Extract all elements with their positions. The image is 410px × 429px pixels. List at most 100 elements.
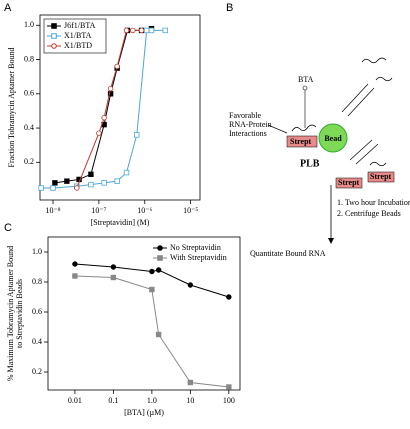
y-tick-label: 0.6 [32,307,42,316]
diagram-text: Favorable [229,111,261,120]
y-tick-label: 0.8 [24,54,34,63]
strept-box [286,135,318,148]
legend-marker [51,23,57,29]
diagram: Favorable RNA-Protein Interactions BTA S… [229,57,410,258]
rna [369,161,387,167]
y-tick-label: 0.4 [24,123,34,132]
legend-label: J6f1/BTA [64,21,96,30]
legend-marker [51,33,57,39]
y-tick-label: 1.0 [32,247,42,256]
x-tick-label: 10⁻⁸ [46,206,61,215]
series-line [76,29,142,189]
diagram-text: Strept [290,137,312,146]
marker [50,185,56,191]
marker [155,331,162,338]
diagram-text: RNA-Protein [229,120,272,129]
marker [114,63,120,70]
diagram-text: BTA [298,75,314,84]
marker [110,264,117,270]
x-tick-label: 0.01 [68,396,82,405]
diagram-text: Strept [338,178,360,187]
marker [101,180,107,186]
marker [107,85,114,92]
diagram-text: 1. Two hour Incubation [337,198,410,207]
series-line [74,275,229,388]
marker [114,178,120,184]
marker [134,132,140,138]
arrow [349,139,373,161]
plot-frame [39,14,201,201]
marker [74,185,80,191]
marker [149,268,155,275]
marker [101,115,107,121]
x-tick-label: 0.1 [108,396,118,405]
marker [187,379,194,386]
marker [226,384,232,390]
marker [107,91,114,97]
legend-label: With Streptavidin [170,253,227,262]
marker [130,27,136,34]
diagram-text: Interactions [229,129,267,138]
arrow-head [328,238,334,244]
strept-box [367,171,395,183]
y-axis-label: Fraction Tobramycin Aptamer Bound [7,48,16,168]
marker [155,267,162,273]
arrow [341,83,369,113]
arrow [355,143,379,165]
series-line [41,29,166,189]
legend-label: No Streptavidin [170,243,221,252]
panel-label: C [4,222,12,234]
diagram-text: Strept [370,172,392,181]
y-tick-label: 0.4 [32,337,42,346]
panel-label: A [4,2,12,14]
diagram-text: 2. Centrifuge Beads [337,209,401,218]
bta-icon [302,85,308,91]
diagram-text: Bead [324,134,342,143]
marker [72,261,78,267]
series-line [74,263,229,298]
legend-label: X1/BTD [64,41,92,50]
marker [162,27,168,34]
marker [88,181,94,188]
marker [38,185,44,191]
panel-label: B [226,2,233,14]
marker [226,294,232,300]
x-tick-label: 100 [223,396,235,405]
legend-marker [157,255,163,261]
rna [291,124,317,132]
arrow [267,124,288,134]
rna [375,76,393,82]
marker [64,178,70,184]
x-tick-label: 10⁻⁵ [183,206,198,215]
y-axis-label: % Maximum Tobramycin Aptamer Bound [6,246,15,381]
diagram-text: Quantitate Bound RNA [250,249,326,258]
x-axis-label: [Streptavidin] (M) [91,218,150,227]
marker [96,130,102,136]
marker [149,286,155,293]
marker [88,171,94,178]
y-axis-label: to Streptavidin Beads [15,279,24,348]
legend-marker [51,43,57,49]
legend-label: X1/BTA [64,31,92,40]
bead [318,123,348,153]
diagram-text: PLB [300,158,320,169]
marker [143,27,150,34]
x-tick-label: 1.0 [147,396,157,405]
x-tick-label: 10 [186,396,194,405]
marker [187,282,194,288]
y-tick-label: 0.2 [32,367,42,376]
y-tick-label: 1.0 [24,20,34,29]
plot-frame [47,236,241,391]
marker [72,273,78,279]
marker [52,180,58,186]
marker [148,27,155,34]
y-tick-label: 0.8 [32,277,42,286]
x-axis-label: [BTA] (µM) [124,408,164,417]
marker [138,27,145,34]
strept-box [335,177,363,189]
marker [110,274,117,281]
y-tick-label: 0.6 [24,89,34,98]
x-tick-label: 10⁻⁷ [91,206,106,215]
arrow [347,87,375,117]
